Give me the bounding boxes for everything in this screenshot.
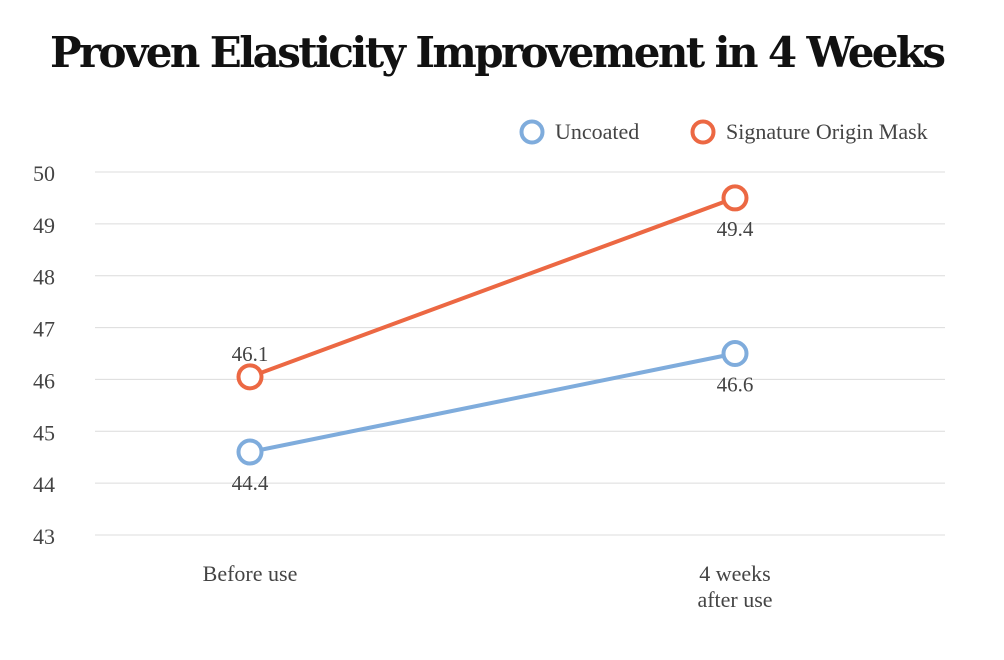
- data-label: 46.1: [232, 342, 269, 366]
- legend: Uncoated Signature Origin Mask: [519, 119, 928, 145]
- legend-label: Signature Origin Mask: [726, 119, 928, 144]
- series-point: [236, 438, 264, 466]
- y-tick-label: 49: [33, 213, 55, 238]
- chart-title: Proven Elasticity Improvement in 4 Weeks: [50, 28, 946, 77]
- series-point: [236, 363, 264, 391]
- y-tick-label: 48: [33, 265, 55, 290]
- grid-lines: [95, 171, 945, 536]
- data-label: 46.6: [717, 373, 754, 397]
- y-tick-label: 46: [33, 368, 55, 393]
- y-axis: 43 44 45 46 47 48 49 50: [33, 161, 55, 549]
- x-tick-label: 4 weeks after use: [697, 561, 772, 612]
- legend-marker: [690, 119, 716, 145]
- y-tick-label: 50: [33, 161, 55, 186]
- x-axis: Before use 4 weeks after use: [203, 561, 773, 612]
- legend-marker: [519, 119, 545, 145]
- series-point: [721, 340, 749, 367]
- y-tick-label: 44: [33, 472, 55, 497]
- y-tick-label: 47: [33, 317, 55, 342]
- series-line-0: [248, 351, 737, 455]
- y-tick-label: 43: [33, 524, 55, 549]
- x-tick-label: Before use: [203, 561, 298, 586]
- series-group: 44.4 46.6 46.1 49.4: [232, 184, 754, 495]
- data-label: 49.4: [717, 217, 754, 241]
- legend-label: Uncoated: [555, 119, 639, 144]
- series-point: [721, 184, 749, 212]
- data-label: 44.4: [232, 471, 269, 495]
- y-tick-label: 45: [33, 420, 55, 445]
- series-line-1: [248, 195, 737, 379]
